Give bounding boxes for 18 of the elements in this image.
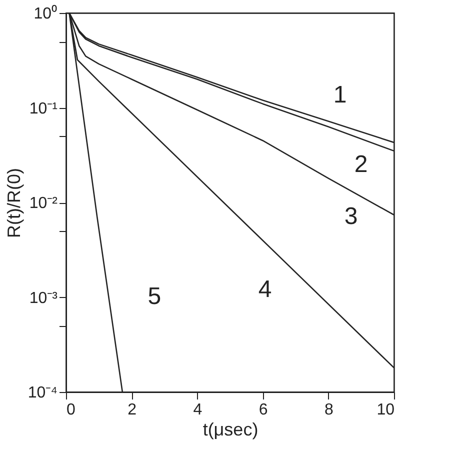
- x-tick-label: 2: [128, 402, 137, 418]
- y-tick-label: 10⁻¹: [29, 100, 58, 118]
- y-tick-label: 10⁻³: [29, 290, 58, 307]
- series-label: 1: [333, 81, 347, 108]
- y-axis-title: R(t)/R(0): [4, 168, 24, 238]
- x-tick-label: 4: [193, 402, 202, 418]
- y-tick-label: 10⁻⁴: [28, 384, 58, 402]
- series-label: 4: [258, 276, 272, 303]
- x-axis-title: t(μsec): [202, 420, 258, 440]
- x-tick-label: 6: [258, 402, 268, 418]
- y-tick-label: 10⁻²: [29, 195, 58, 212]
- x-tick-label: 0: [66, 402, 76, 418]
- series-label: 3: [344, 202, 358, 230]
- series-label: 5: [148, 283, 162, 310]
- y-tick-label: 10⁰: [34, 4, 58, 22]
- x-tick-label: 10: [376, 402, 395, 418]
- series-label: 2: [354, 150, 368, 178]
- x-tick-label: 8: [324, 402, 334, 418]
